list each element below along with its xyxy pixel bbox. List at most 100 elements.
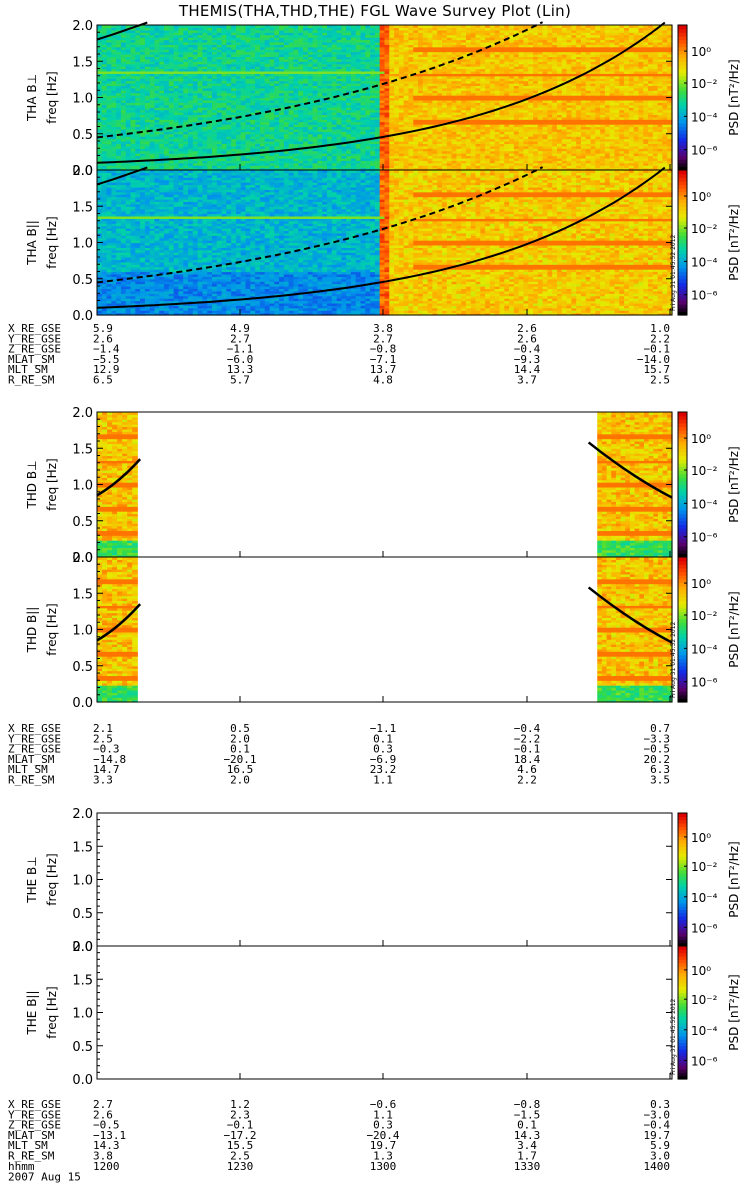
heatmap-cell [173,87,180,91]
heatmap-cell [135,37,141,41]
heatmap-cell [144,34,151,38]
heatmap-cell [120,116,127,120]
heatmap-cell [154,46,160,50]
heatmap-cell [144,49,151,53]
heatmap-cell [173,73,180,77]
heatmap-cell [125,39,132,43]
heatmap-cell [149,104,156,108]
heatmap-cell [173,32,180,36]
heatmap-cell [168,83,175,87]
heatmap-cell [130,99,136,103]
heatmap-cell [111,126,117,130]
heatmap-cell [149,160,156,164]
heatmap-cell [101,145,108,149]
heatmap-cell [130,37,136,41]
heatmap-cell [164,75,170,79]
heatmap-cell [164,107,170,111]
heatmap-cell [106,112,112,116]
heatmap-cell [154,97,160,101]
heatmap-cell [159,126,165,130]
heatmap-cell [135,136,141,140]
heatmap-cell [97,34,103,38]
heatmap-cell [164,56,170,60]
heatmap-cell [130,112,136,116]
heatmap-cell [183,148,189,152]
heatmap-cell [120,109,127,113]
heatmap-cell [120,75,127,79]
heatmap-cell [106,78,112,82]
heatmap-cell [164,66,170,70]
heatmap-cell [154,70,160,74]
heatmap-cell [125,112,132,116]
heatmap-cell [154,112,160,116]
heatmap-cell [149,51,156,55]
heatmap-cell [178,155,184,159]
heatmap-cell [154,160,160,164]
heatmap-cell [183,34,189,38]
heatmap-cell [144,153,151,157]
heatmap-cell [125,114,132,118]
heatmap-cell [140,136,146,140]
heatmap-cell [111,119,117,123]
heatmap-cell [144,56,151,60]
heatmap-cell [168,124,175,128]
heatmap-cell [135,162,141,166]
heatmap-cell [144,70,151,74]
heatmap-cell [101,58,108,62]
heatmap-cell [168,95,175,99]
heatmap-cell [101,157,108,161]
heatmap-cell [178,41,184,45]
heatmap-cell [183,128,189,132]
heatmap-cell [130,58,136,62]
heatmap-cell [101,37,108,41]
heatmap-cell [125,58,132,62]
heatmap-cell [130,121,136,125]
heatmap-cell [116,80,122,84]
heatmap-cell [159,83,165,87]
heatmap-cell [178,70,184,74]
heatmap-cell [140,25,146,29]
heatmap-cell [106,92,112,96]
heatmap-cell [97,131,103,135]
heatmap-cell [173,162,180,166]
heatmap-cell [164,78,170,82]
heatmap-cell [120,46,127,50]
heatmap-cell [111,116,117,120]
heatmap-cell [173,165,180,169]
heatmap-cell [154,29,160,33]
heatmap-cell [111,92,117,96]
heatmap-cell [183,165,189,169]
heatmap-cell [106,63,112,67]
heatmap-cell [154,148,160,152]
heatmap-cell [164,114,170,118]
heatmap-cell [125,61,132,65]
heatmap-cell [130,56,136,60]
heatmap-cell [168,136,175,140]
heatmap-cell [173,66,180,70]
heatmap-cell [116,157,122,161]
heatmap-cell [135,128,141,132]
heatmap-cell [159,141,165,145]
heatmap-cell [111,66,117,70]
heatmap-cell [125,95,132,99]
heatmap-cell [159,51,165,55]
heatmap-cell [97,44,103,48]
heatmap-cell [149,150,156,154]
heatmap-cell [159,80,165,84]
heatmap-cell [106,145,112,149]
heatmap-cell [140,78,146,82]
heatmap-cell [106,70,112,74]
heatmap-cell [149,138,156,142]
heatmap-cell [168,87,175,91]
heatmap-cell [101,66,108,70]
heatmap-cell [111,155,117,159]
heatmap-cell [173,102,180,106]
heatmap-cell [183,85,189,89]
heatmap-cell [130,162,136,166]
heatmap-cell [125,133,132,137]
heatmap-cell [183,54,189,58]
heatmap-cell [159,148,165,152]
heatmap-cell [130,41,136,45]
heatmap-cell [125,46,132,50]
heatmap-cell [101,25,108,29]
